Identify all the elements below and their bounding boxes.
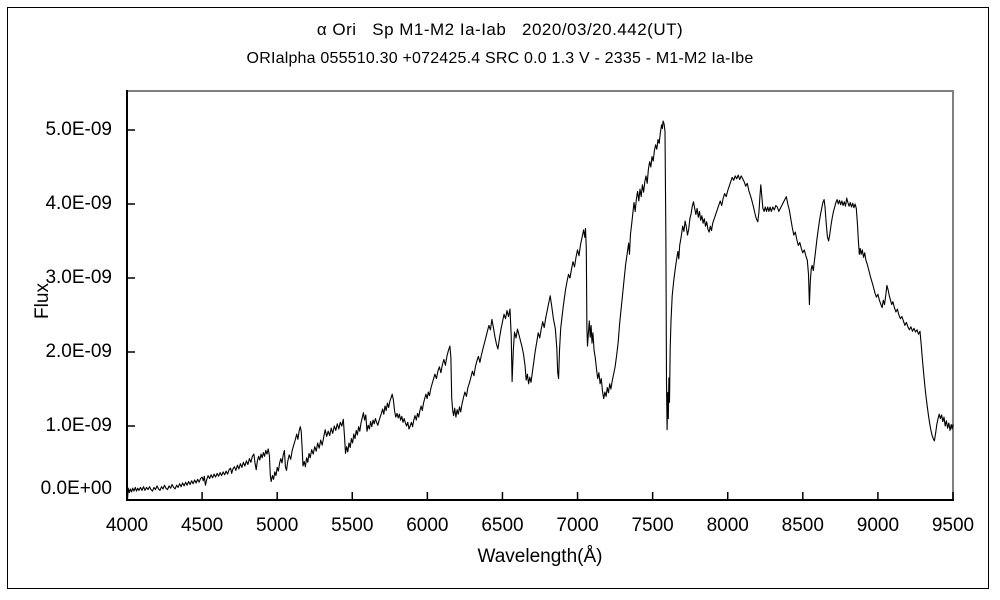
y-tick-label: 0.0E+00 bbox=[40, 478, 112, 499]
x-tick-label: 7500 bbox=[631, 515, 674, 536]
x-tick-label: 4000 bbox=[105, 515, 149, 536]
x-tick-label: 9500 bbox=[931, 515, 975, 536]
figure-border bbox=[7, 7, 989, 589]
y-tick-label: 2.0E-09 bbox=[45, 340, 112, 362]
chart-subtitle: ORIalpha 055510.30 +072425.4 SRC 0.0 1.3… bbox=[246, 50, 754, 67]
x-tick-label: 5500 bbox=[331, 515, 374, 536]
y-tick-label: 1.0E-09 bbox=[45, 414, 112, 436]
chart-title: α Ori Sp M1-M2 Ia-Iab 2020/03/20.442(UT) bbox=[316, 20, 684, 39]
x-tick-label: 4500 bbox=[180, 515, 224, 536]
x-tick-label: 5000 bbox=[256, 515, 299, 536]
plot-area bbox=[126, 90, 954, 501]
y-tick-label: 4.0E-09 bbox=[45, 192, 112, 214]
x-tick-label: 9000 bbox=[856, 515, 900, 536]
x-tick-label: 6500 bbox=[481, 515, 524, 536]
y-tick-label: 5.0E-09 bbox=[45, 118, 112, 140]
y-tick-label: 3.0E-09 bbox=[45, 266, 112, 288]
x-tick-label: 6000 bbox=[406, 515, 449, 536]
x-axis-label: Wavelength(Å) bbox=[477, 546, 603, 567]
x-tick-label: 8000 bbox=[706, 515, 749, 536]
x-tick-label: 7000 bbox=[556, 515, 599, 536]
spectrum-line bbox=[126, 120, 954, 500]
x-tick-label: 8500 bbox=[781, 515, 824, 536]
